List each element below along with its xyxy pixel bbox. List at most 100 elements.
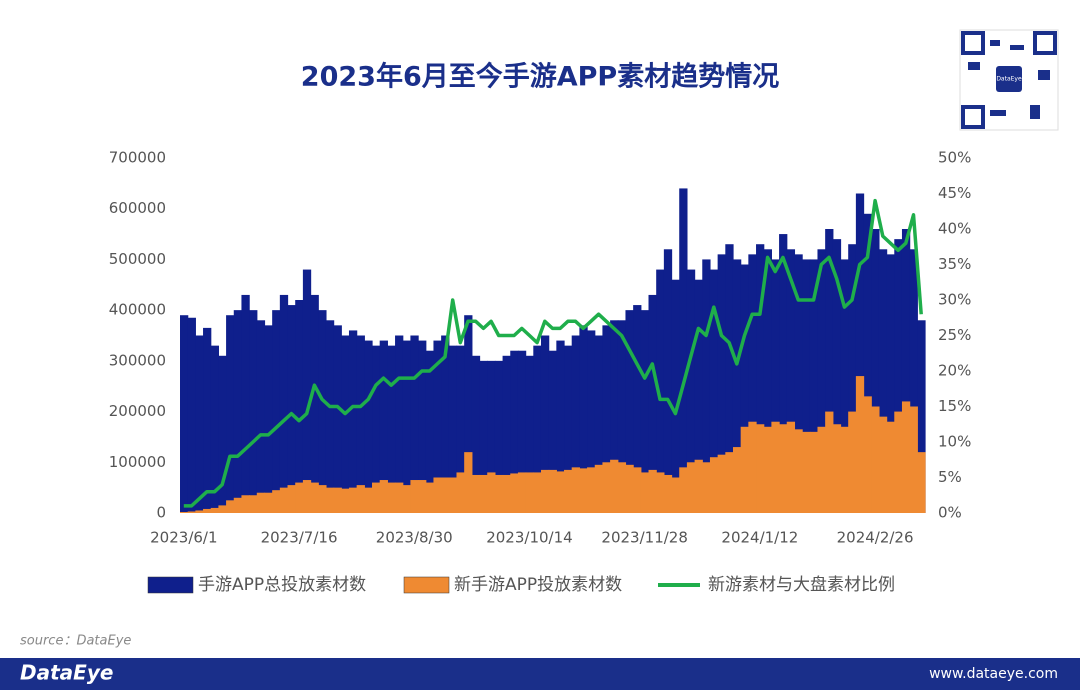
bar — [479, 474, 488, 513]
bar — [709, 457, 719, 513]
bar — [756, 424, 765, 513]
bar — [817, 249, 826, 514]
bar — [717, 454, 726, 513]
y2-tick-label: 0% — [938, 504, 962, 522]
bar — [256, 320, 266, 513]
bar — [848, 411, 857, 513]
bar — [540, 469, 550, 513]
bar — [425, 482, 435, 513]
bar — [525, 355, 534, 513]
bar — [617, 320, 627, 513]
y2-tick-label: 5% — [938, 468, 962, 486]
bar — [617, 462, 627, 513]
bar — [510, 350, 519, 513]
bar — [187, 511, 196, 513]
bar — [364, 487, 373, 513]
bar — [456, 472, 465, 513]
bar — [302, 269, 312, 513]
y2-tick-label: 40% — [938, 220, 971, 238]
bar — [648, 294, 657, 513]
bar — [709, 269, 719, 513]
bar — [740, 264, 749, 513]
bar — [901, 401, 911, 513]
bar — [894, 411, 903, 513]
y-tick-label: 0 — [156, 504, 166, 522]
bar — [272, 490, 281, 513]
bar — [448, 477, 458, 513]
bar — [640, 472, 650, 513]
bar — [264, 492, 273, 513]
bar — [909, 249, 918, 514]
bar — [840, 259, 849, 513]
bar — [571, 335, 580, 513]
bar — [571, 467, 580, 513]
bar — [878, 249, 888, 514]
legend-label: 手游APP总投放素材数 — [198, 575, 366, 595]
bar — [387, 345, 396, 513]
y2-tick-label: 25% — [938, 326, 971, 344]
bar — [348, 487, 358, 513]
y2-tick-label: 20% — [938, 362, 971, 380]
bar — [441, 335, 450, 513]
bar — [548, 469, 557, 513]
y-tick-label: 300000 — [109, 351, 166, 369]
bar — [333, 487, 342, 513]
bar — [786, 249, 796, 514]
bar — [502, 355, 511, 513]
bar — [686, 269, 696, 513]
bar — [525, 472, 534, 513]
bar — [180, 315, 189, 513]
y2-tick-label: 10% — [938, 433, 971, 451]
bar — [272, 310, 281, 513]
bar — [871, 406, 880, 513]
bar — [433, 477, 442, 513]
bar — [517, 350, 527, 513]
bar — [487, 360, 496, 513]
bar — [187, 317, 196, 513]
bar — [809, 259, 819, 513]
bar — [702, 462, 711, 513]
bar — [379, 340, 388, 513]
bar — [732, 447, 742, 513]
bar — [625, 310, 634, 513]
x-tick-label: 2023/7/16 — [261, 529, 338, 547]
bar — [825, 229, 834, 513]
bar — [679, 188, 688, 513]
bar — [809, 431, 819, 513]
bar — [226, 315, 235, 513]
bar — [855, 193, 865, 513]
bar — [410, 335, 419, 513]
bar — [763, 426, 772, 513]
bar — [686, 462, 696, 513]
y-tick-label: 700000 — [109, 149, 166, 167]
bar — [671, 279, 680, 513]
bar — [694, 459, 703, 513]
bar — [341, 335, 350, 513]
bar — [863, 213, 872, 514]
qr-code: DataEye — [959, 29, 1059, 131]
bar — [256, 492, 266, 513]
bar — [279, 294, 289, 513]
chart-title: 2023年6月至今手游APP素材趋势情况 — [301, 61, 779, 93]
bar — [663, 249, 673, 514]
bar — [425, 350, 435, 513]
bar — [748, 421, 757, 513]
bar — [763, 249, 772, 514]
legend-label: 新游素材与大盘素材比例 — [708, 575, 895, 595]
bar — [671, 477, 680, 513]
bar — [302, 480, 312, 513]
bar — [917, 452, 926, 513]
bar — [418, 340, 427, 513]
bar — [210, 345, 220, 513]
bar — [295, 482, 304, 513]
bar — [863, 396, 872, 513]
bar — [679, 467, 688, 513]
y2-tick-label: 15% — [938, 397, 971, 415]
bar — [594, 464, 604, 513]
bar — [448, 345, 458, 513]
bar — [410, 480, 419, 513]
x-tick-label: 2024/2/26 — [837, 529, 914, 547]
bar — [195, 510, 204, 513]
bar — [310, 294, 319, 513]
bar — [325, 487, 335, 513]
